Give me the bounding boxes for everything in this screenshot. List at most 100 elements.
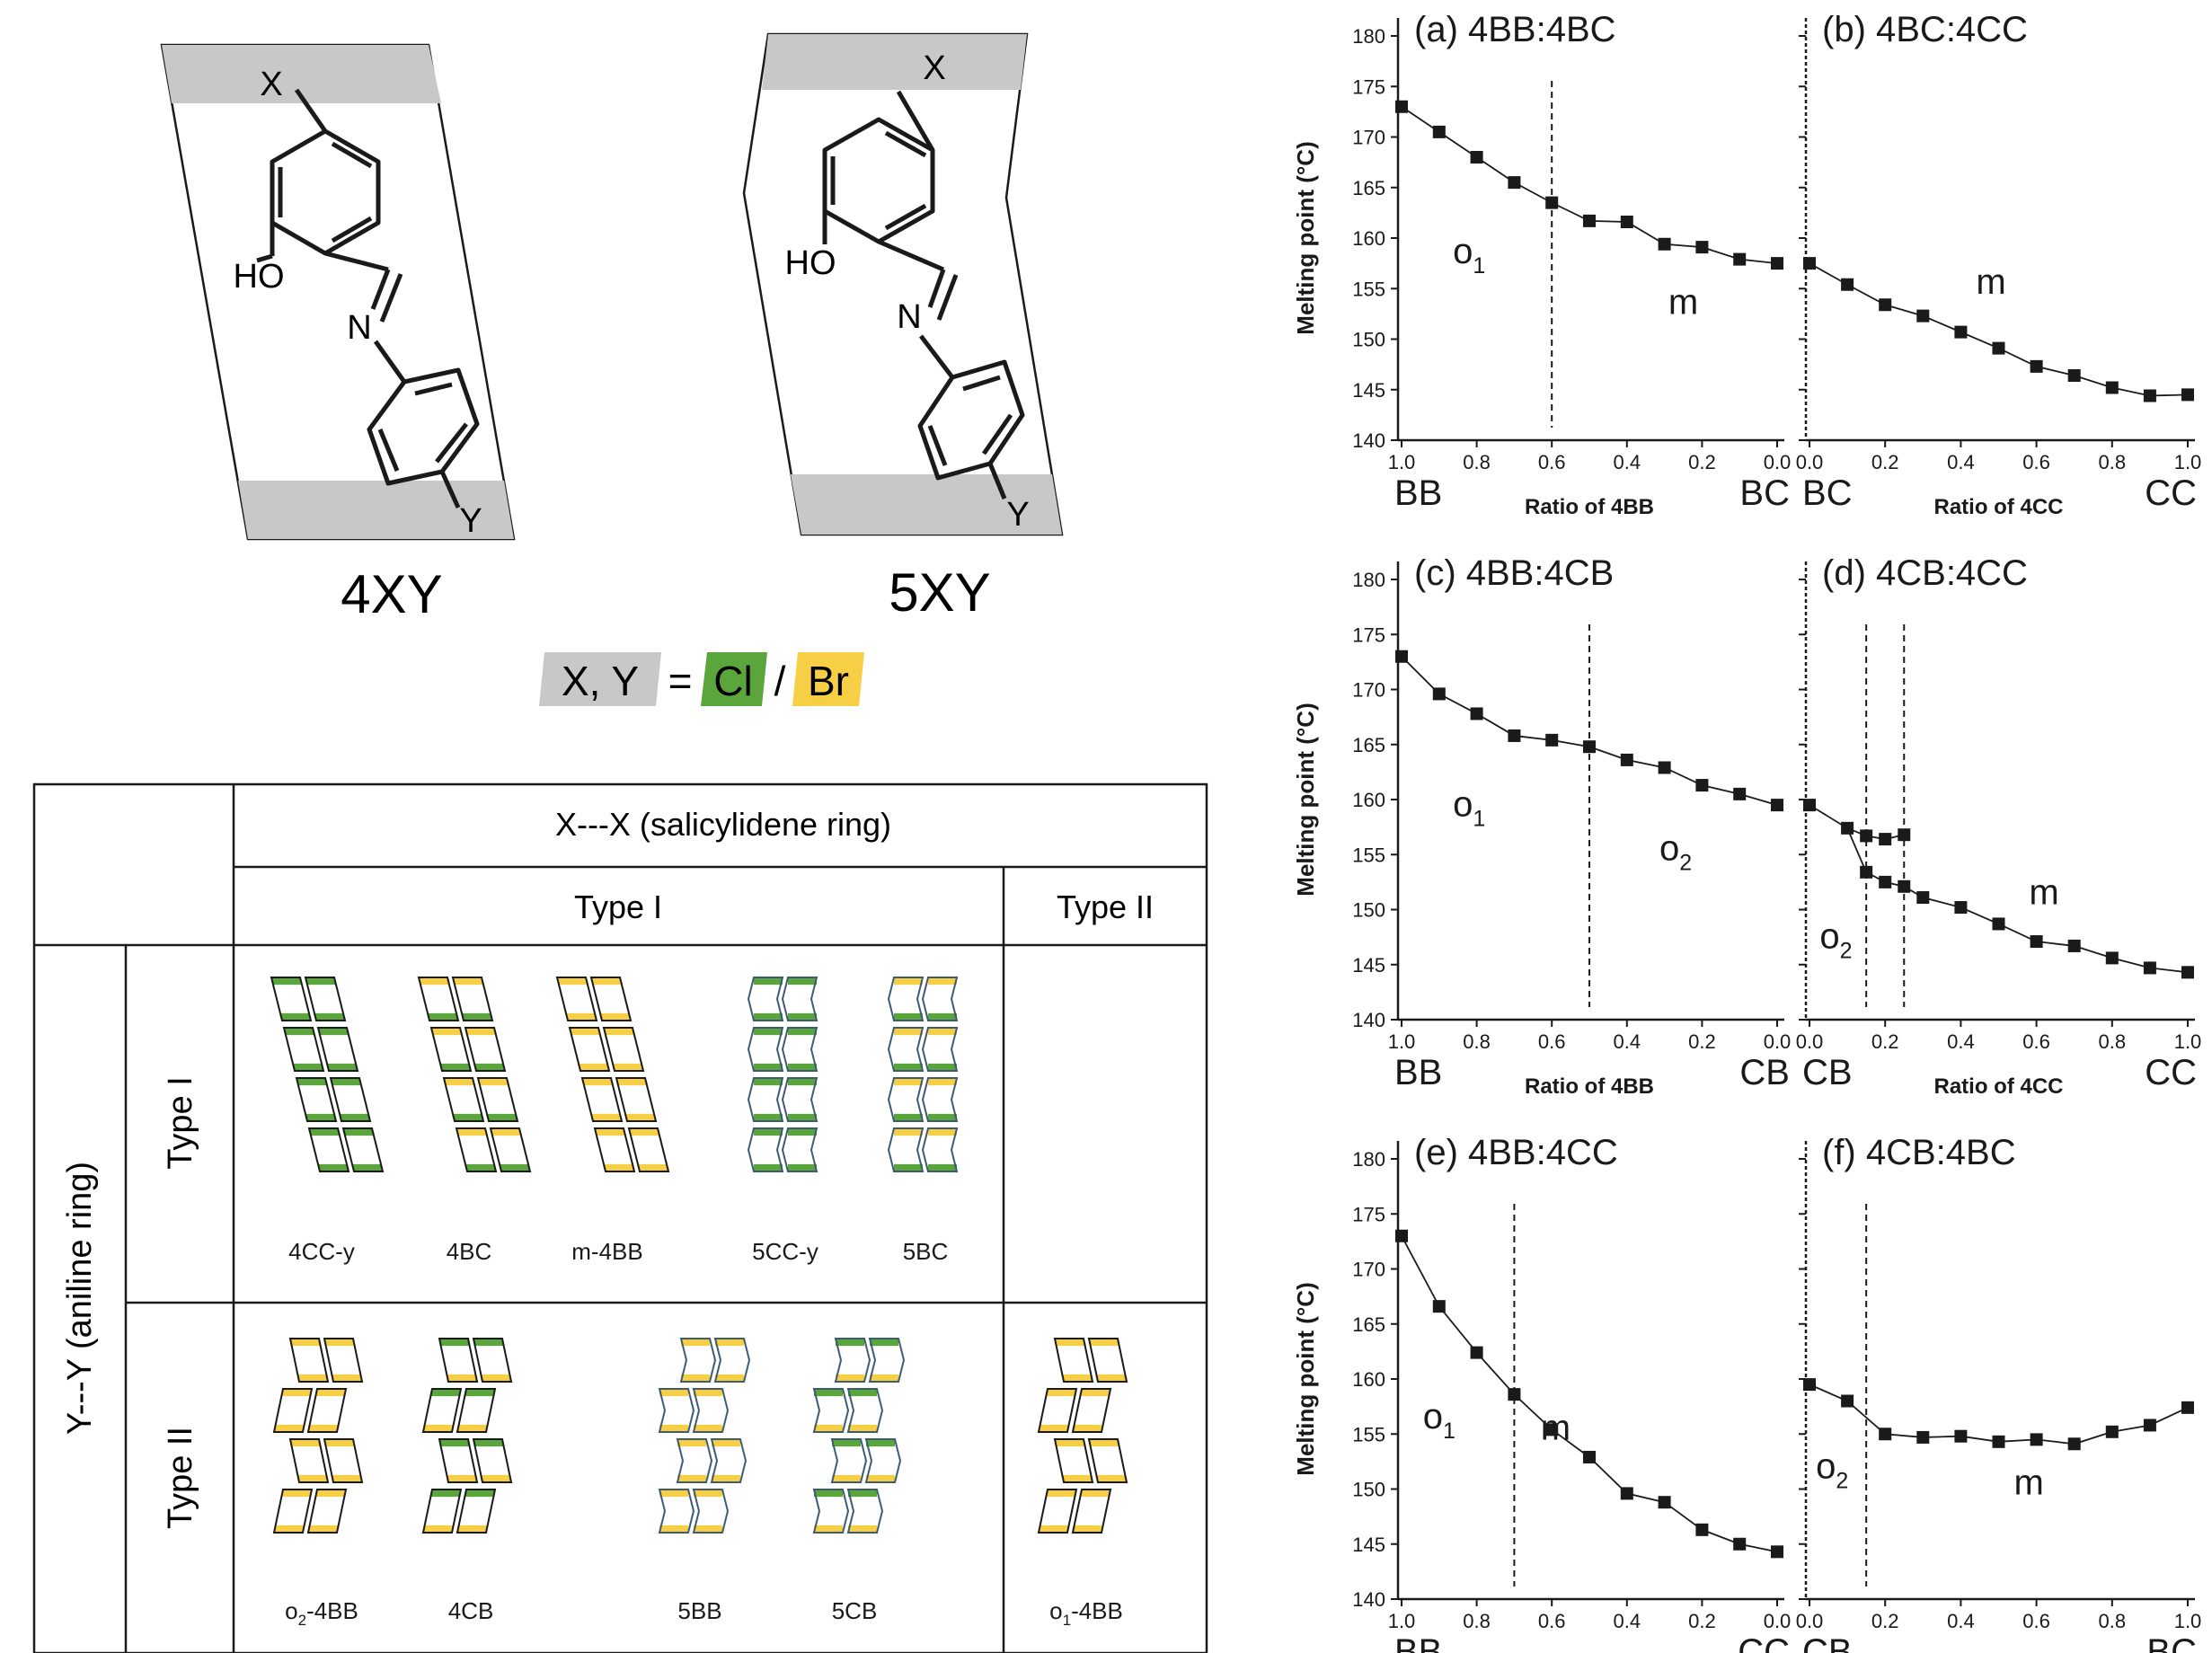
region-label: o2: [1816, 1446, 1848, 1493]
packing-motif-5bb: 5BB: [658, 1338, 751, 1624]
panel-title: (d) 4CB:4CC: [1822, 553, 2028, 593]
x-tick-label: 0.8: [1463, 1030, 1491, 1053]
x-tick-label: 0.8: [2099, 1030, 2127, 1053]
y-tick-label: 165: [1352, 734, 1385, 756]
panel-title: (e) 4BB:4CC: [1414, 1133, 1618, 1172]
data-point: [2030, 359, 2043, 373]
data-point: [1583, 1450, 1596, 1463]
legend-xy: X, Y: [562, 658, 639, 704]
legend-cl: Cl: [713, 658, 752, 704]
panel-title: (b) 4BC:4CC: [1822, 10, 2028, 49]
data-point: [1658, 1496, 1671, 1509]
x-tick-label: 1.0: [1388, 1610, 1416, 1632]
motif-label: m-4BB: [571, 1238, 642, 1265]
x-tick-label: 0.0: [1764, 1030, 1792, 1053]
y-tick-label: 150: [1352, 329, 1385, 351]
packing-table: X---X (salicylidene ring) Type I Type II…: [32, 782, 1208, 1653]
data-point: [1954, 901, 1968, 915]
data-point: [2143, 961, 2156, 975]
data-point: [2067, 1437, 2081, 1451]
legend-equals: =: [668, 658, 693, 704]
x-tick-label: 0.6: [1538, 451, 1566, 473]
y-tick-label: 170: [1352, 679, 1385, 702]
y-tick-label: 145: [1352, 954, 1385, 977]
data-point: [1395, 100, 1408, 113]
data-point: [1954, 1429, 1968, 1443]
data-point: [1695, 241, 1709, 254]
y-tick-label: 145: [1352, 379, 1385, 402]
axis-end-left: BB: [1394, 1632, 1442, 1653]
data-point: [1583, 214, 1596, 227]
x-tick-label: 0.0: [1796, 451, 1824, 473]
data-point: [1620, 216, 1633, 228]
data-point: [2181, 1401, 2194, 1414]
region-label: o1: [1453, 784, 1485, 831]
molecule-4xy: X HO N Y 4XY: [160, 43, 516, 624]
y-tick-label: 175: [1352, 623, 1385, 646]
data-point: [2067, 369, 2081, 382]
data-point: [1432, 125, 1446, 138]
x-axis-label: Ratio of 4BB: [1525, 495, 1654, 519]
motif-label: o2-4BB: [285, 1597, 358, 1629]
x-tick-label: 0.6: [1538, 1030, 1566, 1053]
data-point: [1733, 787, 1747, 800]
molecule-5xy: X HO N Y 5XY: [742, 32, 1064, 623]
table-header-x: X---X (salicylidene ring): [555, 806, 891, 843]
motif-label: 5BC: [903, 1238, 949, 1265]
label-ho-5xy: HO: [785, 244, 836, 282]
data-point: [1470, 1346, 1483, 1359]
y-axis-label: Melting point (°C): [1292, 1282, 1319, 1475]
data-point: [1733, 1537, 1747, 1551]
axis-end-right: CB: [1739, 1053, 1790, 1092]
x-tick-label: 0.6: [2022, 451, 2050, 473]
data-point: [1860, 829, 1873, 843]
data-point: [1992, 341, 2005, 355]
packing-motif-4cc-y: 4CC-y: [270, 977, 385, 1265]
chart-panel: 1.0 0.8 0.6 0.4 0.2 0.0 140 145 150 155 160 165 170 1…: [1292, 1133, 1791, 1653]
x-tick-label: 0.0: [1796, 1610, 1824, 1632]
data-point: [2143, 389, 2156, 402]
axis-end-left: CB: [1802, 1632, 1853, 1653]
data-point: [1879, 298, 1892, 312]
motif-label: 5CC-y: [752, 1238, 818, 1265]
chart-panel: 0.0 0.2 0.4 0.6 0.8 1.0 (b) 4BC:4CC BC CC Ratio o…: [1796, 10, 2202, 519]
motif-label: 4CB: [448, 1597, 494, 1624]
molecule-name-5xy: 5XY: [889, 562, 990, 623]
region-label: o2: [1819, 916, 1852, 963]
y-tick-label: 155: [1352, 844, 1385, 866]
axis-end-right: BC: [1739, 473, 1790, 513]
y-tick-label: 170: [1352, 1259, 1385, 1281]
y-tick-label: 170: [1352, 127, 1385, 149]
data-point: [1545, 733, 1559, 747]
x-tick-label: 0.2: [1688, 1030, 1716, 1053]
packing-motif-5bc: 5BC: [887, 977, 959, 1265]
data-point: [2067, 939, 2081, 952]
label-y-5xy: Y: [1006, 496, 1029, 534]
y-tick-label: 180: [1352, 569, 1385, 591]
y-tick-label: 175: [1352, 75, 1385, 98]
data-point: [2181, 388, 2194, 402]
data-point: [2105, 951, 2119, 965]
x-tick-label: 0.8: [1463, 451, 1491, 473]
data-point: [1916, 891, 1930, 905]
y-tick-label: 150: [1352, 899, 1385, 922]
x-tick-label: 1.0: [2174, 1030, 2202, 1053]
x-tick-label: 0.8: [1463, 1610, 1491, 1632]
region-label: m: [1976, 262, 2005, 302]
region-label: o1: [1453, 232, 1485, 278]
axis-end-right: CC: [2145, 1053, 2197, 1092]
x-tick-label: 0.0: [1796, 1030, 1824, 1053]
data-point: [1508, 729, 1521, 742]
data-point: [1992, 1435, 2005, 1448]
data-point: [1898, 828, 1911, 842]
x-tick-label: 0.8: [2099, 451, 2127, 473]
label-ho-4xy: HO: [234, 258, 285, 296]
data-point: [1771, 1545, 1783, 1559]
data-point: [1620, 753, 1633, 766]
x-axis-label: Ratio of 4CC: [1934, 1074, 2064, 1099]
y-tick-label: 140: [1352, 429, 1385, 452]
region-label: o1: [1423, 1397, 1455, 1444]
x-axis-label: Ratio of 4BB: [1525, 1074, 1654, 1099]
x-tick-label: 0.4: [1614, 1030, 1641, 1053]
